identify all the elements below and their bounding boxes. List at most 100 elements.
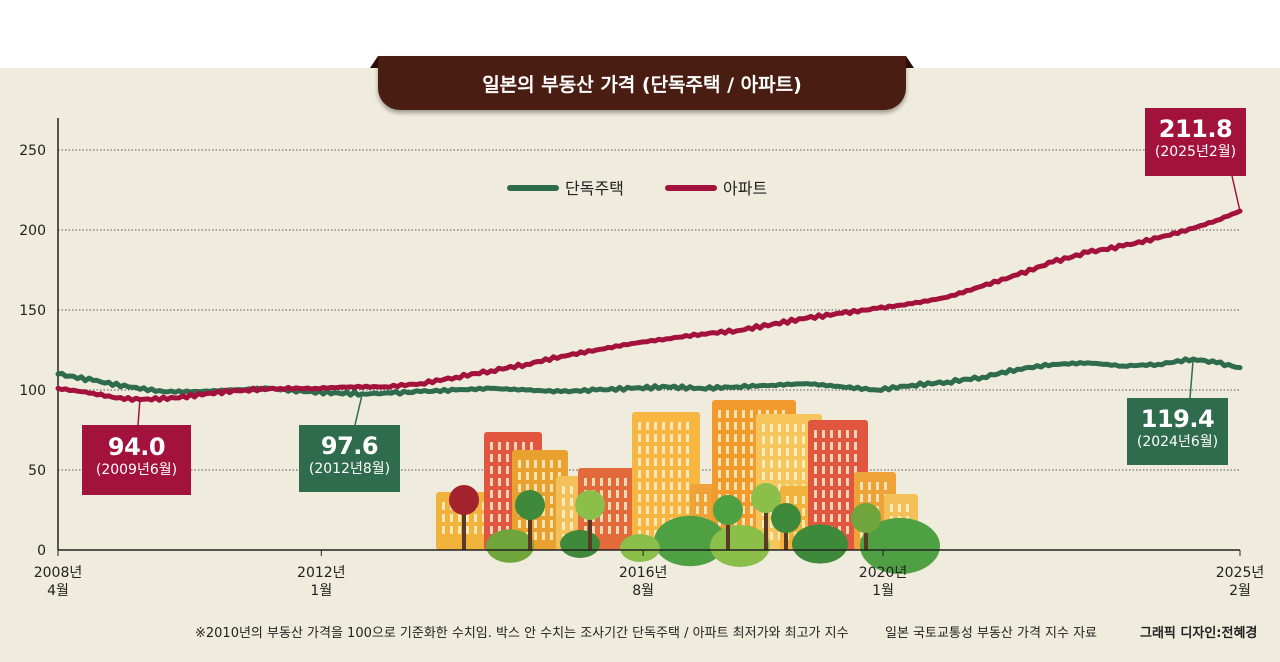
- building-window: [474, 514, 477, 522]
- building-window: [506, 502, 509, 510]
- building-window: [830, 490, 833, 498]
- building-window: [846, 526, 849, 534]
- building-window: [542, 472, 545, 480]
- x-tick-label-year: 2025년: [1216, 565, 1265, 581]
- building-window: [854, 454, 857, 462]
- bush: [560, 530, 600, 558]
- building-window: [638, 434, 641, 442]
- x-tick-label-year: 2008년: [34, 565, 83, 581]
- building-window: [608, 490, 611, 498]
- building-window: [638, 458, 641, 466]
- tree-trunk: [764, 504, 768, 550]
- building-window: [514, 442, 517, 450]
- building-window: [814, 514, 817, 522]
- x-tick-label-year: 2020년: [859, 565, 908, 581]
- building-window: [838, 490, 841, 498]
- building-window: [830, 442, 833, 450]
- building-window: [718, 410, 721, 418]
- building-window: [778, 460, 781, 468]
- building-window: [734, 470, 737, 478]
- building-window: [846, 466, 849, 474]
- building-window: [802, 520, 805, 528]
- building-window: [678, 422, 681, 430]
- building-window: [550, 532, 553, 540]
- building-window: [794, 472, 797, 480]
- building-window: [600, 526, 603, 534]
- building-window: [624, 490, 627, 498]
- building-window: [814, 478, 817, 486]
- bush: [792, 524, 848, 564]
- building-window: [506, 454, 509, 462]
- footnote: ※2010년의 부동산 가격을 100으로 기준화한 수치임. 박스 안 수치는…: [195, 626, 849, 641]
- building-window: [686, 482, 689, 490]
- building-window: [670, 434, 673, 442]
- callout-connector: [354, 393, 364, 426]
- building-window: [534, 484, 537, 492]
- building-window: [868, 494, 871, 502]
- building-window: [742, 470, 745, 478]
- x-tick-label-month: 2월: [1229, 583, 1251, 599]
- building-window: [876, 494, 879, 502]
- building-window: [498, 466, 501, 474]
- building-window: [646, 494, 649, 502]
- building-window: [786, 436, 789, 444]
- building-window: [654, 422, 657, 430]
- building-window: [770, 424, 773, 432]
- building-window: [654, 470, 657, 478]
- callout-connector: [137, 399, 141, 426]
- building-window: [802, 436, 805, 444]
- building-window: [686, 446, 689, 454]
- building-window: [726, 446, 729, 454]
- building-window: [742, 494, 745, 502]
- building-window: [786, 472, 789, 480]
- building-window: [814, 442, 817, 450]
- building-window: [654, 458, 657, 466]
- building-window: [814, 454, 817, 462]
- building-window: [654, 494, 657, 502]
- chart-axes: 2008년 4월 2012년 1월 2016년 8월 2020년 1월 2025년 2월: [34, 118, 1265, 599]
- tree-trunk: [528, 511, 532, 550]
- building-window: [854, 430, 857, 438]
- legend-label: 아파트: [723, 179, 767, 198]
- building-window: [550, 484, 553, 492]
- building-window: [670, 494, 673, 502]
- building-window: [474, 526, 477, 534]
- building-window: [704, 506, 707, 514]
- building-window: [814, 502, 817, 510]
- series-lines: [55, 208, 1243, 403]
- building-window: [770, 436, 773, 444]
- building-window: [846, 502, 849, 510]
- building-window: [646, 470, 649, 478]
- callout-connectors: [137, 175, 1241, 426]
- building-window: [778, 448, 781, 456]
- building-window: [718, 422, 721, 430]
- building-window: [616, 514, 619, 522]
- building-window: [490, 454, 493, 462]
- building-window: [854, 442, 857, 450]
- building-window: [592, 478, 595, 486]
- building-window: [608, 502, 611, 510]
- building-window: [638, 470, 641, 478]
- building-window: [814, 430, 817, 438]
- building-window: [518, 472, 521, 480]
- building-window: [518, 460, 521, 468]
- chart-title: 일본의 부동산 가격 (단독주택 / 아파트): [370, 56, 914, 110]
- building-window: [846, 454, 849, 462]
- bush: [710, 525, 770, 567]
- building-window: [822, 478, 825, 486]
- building-window: [838, 430, 841, 438]
- building-window: [638, 506, 641, 514]
- building-window: [662, 518, 665, 526]
- tree-crown: [713, 495, 743, 525]
- building-window: [570, 510, 573, 518]
- building-window: [762, 460, 765, 468]
- x-tick-label-month: 1월: [310, 583, 332, 599]
- building-window: [822, 454, 825, 462]
- graphic-credit: 그래픽 디자인:전혜경: [1140, 626, 1258, 641]
- bush: [486, 529, 534, 563]
- building-window: [662, 434, 665, 442]
- building-window: [838, 442, 841, 450]
- building-window: [686, 470, 689, 478]
- building-window: [830, 502, 833, 510]
- x-tick-label-year: 2012년: [297, 565, 346, 581]
